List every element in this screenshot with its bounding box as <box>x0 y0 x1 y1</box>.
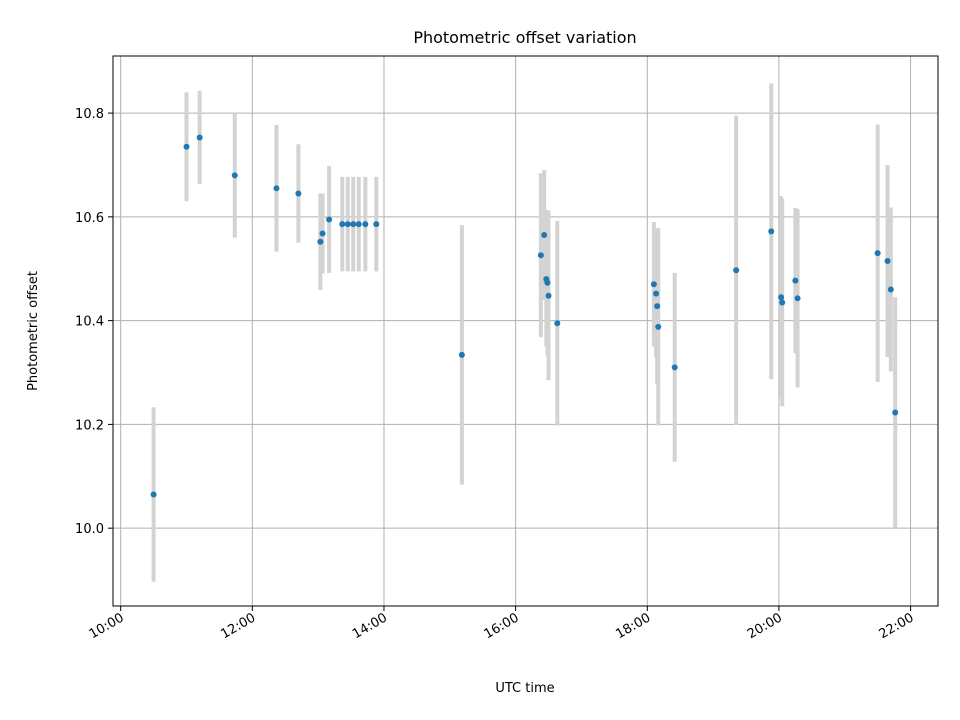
y-tick-label: 10.8 <box>75 107 104 122</box>
data-point <box>545 292 552 299</box>
data-point <box>671 364 678 371</box>
data-point <box>794 295 801 302</box>
y-tick-label: 10.4 <box>75 315 104 330</box>
data-point <box>273 185 280 192</box>
data-point <box>778 294 785 301</box>
data-point <box>537 252 544 259</box>
data-point <box>344 221 351 228</box>
data-point <box>779 299 786 306</box>
y-tick-label: 10.6 <box>75 211 104 226</box>
data-point <box>792 277 799 284</box>
data-points <box>150 134 899 498</box>
data-point <box>231 172 238 179</box>
data-point <box>884 257 891 264</box>
data-point <box>541 232 548 239</box>
data-point <box>319 230 326 237</box>
y-tick-label: 10.2 <box>75 418 104 433</box>
y-axis-ticks: 10.0 10.2 10.4 10.6 10.8 <box>75 107 113 537</box>
data-point <box>373 221 380 228</box>
y-axis-label: Photometric offset <box>26 271 41 391</box>
data-point <box>362 221 369 228</box>
data-point <box>326 216 333 223</box>
data-point <box>317 238 324 245</box>
data-point <box>350 221 357 228</box>
data-point <box>544 279 551 286</box>
data-point <box>650 281 657 288</box>
data-point <box>892 409 899 416</box>
data-point <box>655 323 662 330</box>
data-point <box>150 491 157 498</box>
data-point <box>887 286 894 293</box>
data-point <box>295 190 302 197</box>
data-point <box>355 221 362 228</box>
data-point <box>653 290 660 297</box>
data-point <box>654 303 661 310</box>
data-point <box>874 250 881 257</box>
data-point <box>554 320 561 327</box>
data-point <box>458 351 465 358</box>
y-tick-label: 10.0 <box>75 522 104 537</box>
data-point <box>733 267 740 274</box>
grid-lines <box>113 56 938 606</box>
data-point <box>183 143 190 150</box>
plot-frame <box>112 55 939 607</box>
chart-title: Photometric offset variation <box>413 28 636 47</box>
x-axis-label: UTC time <box>495 681 554 696</box>
data-point <box>339 221 346 228</box>
data-point <box>768 228 775 235</box>
data-point <box>196 134 203 141</box>
